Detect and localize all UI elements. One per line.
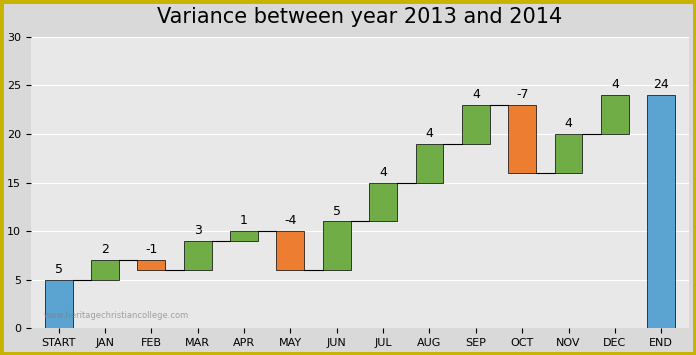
Bar: [276, 231, 304, 270]
Text: 5: 5: [54, 263, 63, 276]
Text: 5: 5: [333, 204, 341, 218]
Text: 4: 4: [379, 166, 387, 179]
Bar: [416, 144, 443, 182]
Bar: [230, 231, 258, 241]
Bar: [184, 241, 212, 270]
Bar: [323, 222, 351, 270]
Bar: [369, 182, 397, 222]
Bar: [137, 260, 165, 270]
Title: Variance between year 2013 and 2014: Variance between year 2013 and 2014: [157, 7, 562, 27]
Text: -4: -4: [284, 214, 296, 227]
Text: -1: -1: [145, 244, 157, 256]
Text: 24: 24: [654, 78, 669, 91]
Bar: [45, 280, 72, 328]
Text: www.heritagechristiancollege.com: www.heritagechristiancollege.com: [44, 311, 189, 320]
Text: 2: 2: [101, 244, 109, 256]
Text: 4: 4: [472, 88, 480, 101]
Bar: [555, 134, 583, 173]
Bar: [601, 95, 628, 134]
Bar: [462, 105, 490, 144]
Text: 4: 4: [611, 78, 619, 91]
Text: 4: 4: [425, 127, 434, 140]
Text: 1: 1: [240, 214, 248, 227]
Text: -7: -7: [516, 88, 528, 101]
Text: 4: 4: [564, 117, 573, 130]
Bar: [647, 95, 675, 328]
Bar: [91, 260, 119, 280]
Bar: [508, 105, 536, 173]
Text: 3: 3: [193, 224, 202, 237]
